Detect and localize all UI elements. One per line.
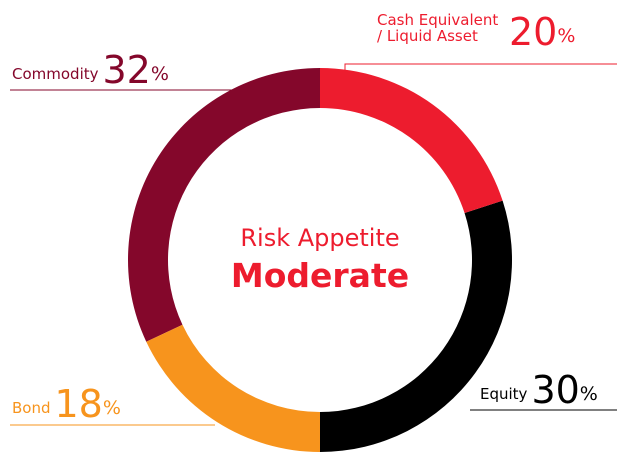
- segment-label: Equity 30%: [480, 368, 598, 412]
- unit-label: %: [150, 63, 169, 85]
- segment-label: Commodity 32%: [12, 48, 169, 92]
- value-label: 20: [509, 10, 558, 54]
- value-label: 30: [531, 368, 580, 412]
- donut-segment: [320, 68, 503, 214]
- category-label: Commodity: [12, 65, 99, 83]
- segment-label: Bond 18%: [12, 382, 121, 426]
- unit-label: %: [102, 397, 121, 419]
- segment-label: Cash Equivalent / Liquid Asset 20%: [377, 10, 576, 54]
- donut-segment: [127, 68, 320, 342]
- donut-segment: [320, 200, 512, 452]
- unit-label: %: [579, 383, 598, 405]
- leader-line: [344, 63, 617, 76]
- center-title: Risk Appetite: [240, 224, 400, 252]
- unit-label: %: [557, 25, 576, 47]
- category-label: Bond: [12, 399, 51, 417]
- value-label: 18: [54, 382, 103, 426]
- donut-segment: [146, 324, 320, 452]
- center-subtitle: Moderate: [230, 256, 410, 295]
- value-label: 32: [102, 48, 151, 92]
- category-label: Cash Equivalent / Liquid Asset: [377, 11, 499, 45]
- category-label: Equity: [480, 385, 528, 403]
